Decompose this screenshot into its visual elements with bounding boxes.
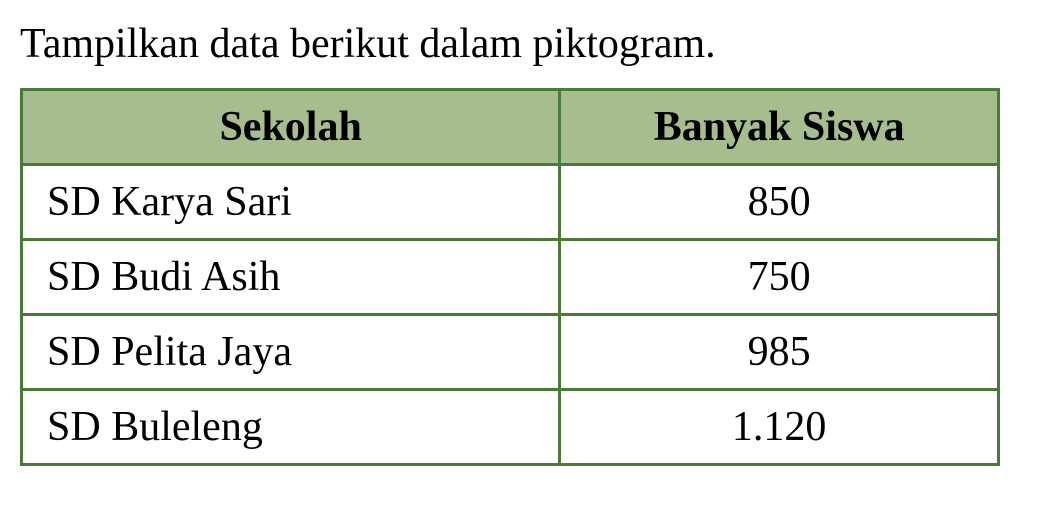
data-table: Sekolah Banyak Siswa SD Karya Sari 850 S… xyxy=(20,88,1000,466)
cell-count: 850 xyxy=(560,165,999,240)
table-row: SD Pelita Jaya 985 xyxy=(22,315,999,390)
cell-school: SD Karya Sari xyxy=(22,165,560,240)
table-header-row: Sekolah Banyak Siswa xyxy=(22,90,999,165)
table-row: SD Budi Asih 750 xyxy=(22,240,999,315)
table-row: SD Karya Sari 850 xyxy=(22,165,999,240)
page-title: Tampilkan data berikut dalam piktogram. xyxy=(20,20,1019,68)
cell-school: SD Buleleng xyxy=(22,390,560,465)
cell-count: 1.120 xyxy=(560,390,999,465)
cell-count: 750 xyxy=(560,240,999,315)
column-header-count: Banyak Siswa xyxy=(560,90,999,165)
cell-school: SD Pelita Jaya xyxy=(22,315,560,390)
column-header-school: Sekolah xyxy=(22,90,560,165)
cell-school: SD Budi Asih xyxy=(22,240,560,315)
table-row: SD Buleleng 1.120 xyxy=(22,390,999,465)
cell-count: 985 xyxy=(560,315,999,390)
